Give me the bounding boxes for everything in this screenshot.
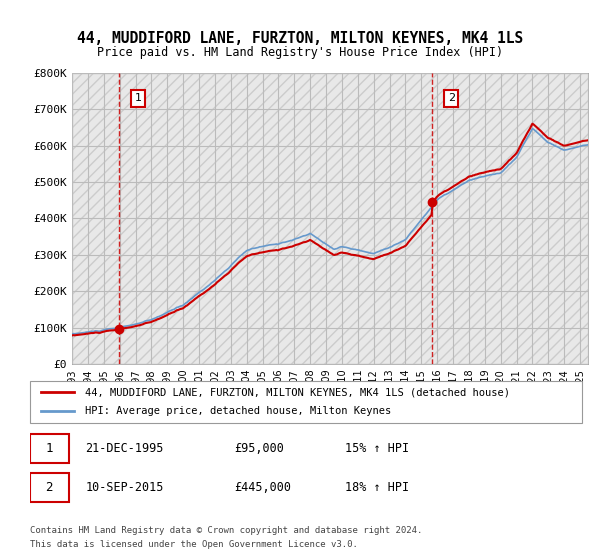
Text: £95,000: £95,000 [234, 442, 284, 455]
Text: 15% ↑ HPI: 15% ↑ HPI [344, 442, 409, 455]
Text: Contains HM Land Registry data © Crown copyright and database right 2024.: Contains HM Land Registry data © Crown c… [30, 526, 422, 535]
Text: This data is licensed under the Open Government Licence v3.0.: This data is licensed under the Open Gov… [30, 540, 358, 549]
FancyBboxPatch shape [30, 473, 68, 502]
Text: Price paid vs. HM Land Registry's House Price Index (HPI): Price paid vs. HM Land Registry's House … [97, 46, 503, 59]
Text: 18% ↑ HPI: 18% ↑ HPI [344, 481, 409, 494]
FancyBboxPatch shape [72, 73, 588, 364]
FancyBboxPatch shape [30, 434, 68, 463]
Text: 2: 2 [46, 481, 53, 494]
Text: 1: 1 [46, 442, 53, 455]
Text: 21-DEC-1995: 21-DEC-1995 [85, 442, 164, 455]
Text: 44, MUDDIFORD LANE, FURZTON, MILTON KEYNES, MK4 1LS: 44, MUDDIFORD LANE, FURZTON, MILTON KEYN… [77, 31, 523, 45]
Text: 10-SEP-2015: 10-SEP-2015 [85, 481, 164, 494]
Text: 1: 1 [135, 94, 142, 103]
Text: 2: 2 [448, 94, 455, 103]
Text: 44, MUDDIFORD LANE, FURZTON, MILTON KEYNES, MK4 1LS (detached house): 44, MUDDIFORD LANE, FURZTON, MILTON KEYN… [85, 387, 510, 397]
Text: HPI: Average price, detached house, Milton Keynes: HPI: Average price, detached house, Milt… [85, 407, 391, 417]
Text: £445,000: £445,000 [234, 481, 291, 494]
FancyBboxPatch shape [30, 381, 582, 423]
